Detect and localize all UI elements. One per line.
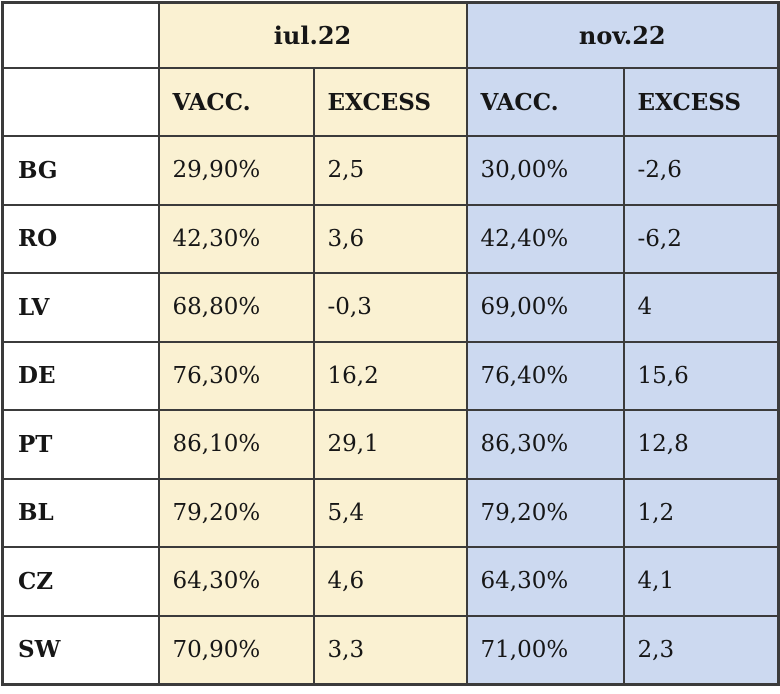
row-header-country: LV <box>1 272 160 343</box>
cell-iul-excess: 3,3 <box>312 614 468 686</box>
cell-nov-vacc: 76,40% <box>465 340 625 411</box>
table-row-bg: BG 29,90% 2,5 30,00% -2,6 <box>1 135 780 206</box>
cell-nov-vacc: 71,00% <box>465 614 625 686</box>
cell-nov-excess: 2,3 <box>622 614 780 686</box>
corner-empty-cell-top <box>1 1 160 69</box>
cell-nov-vacc: 64,30% <box>465 546 625 617</box>
cell-iul-vacc: 42,30% <box>157 203 315 274</box>
cell-nov-excess: -6,2 <box>622 203 780 274</box>
cell-nov-vacc: 86,30% <box>465 409 625 480</box>
cell-iul-excess: 2,5 <box>312 135 468 206</box>
cell-nov-excess: 12,8 <box>622 409 780 480</box>
cell-iul-excess: 4,6 <box>312 546 468 617</box>
table-row-bl: BL 79,20% 5,4 79,20% 1,2 <box>1 477 780 548</box>
group-header-row: iul.22 nov.22 <box>1 1 780 69</box>
cell-iul-excess: 3,6 <box>312 203 468 274</box>
column-header-iul-excess: EXCESS <box>312 67 468 137</box>
cell-iul-vacc: 68,80% <box>157 272 315 343</box>
column-header-nov-excess: EXCESS <box>622 67 780 137</box>
cell-iul-excess: 5,4 <box>312 477 468 548</box>
cell-iul-vacc: 64,30% <box>157 546 315 617</box>
table-row-cz: CZ 64,30% 4,6 64,30% 4,1 <box>1 546 780 617</box>
row-header-country: PT <box>1 409 160 480</box>
cell-nov-vacc: 79,20% <box>465 477 625 548</box>
cell-nov-vacc: 69,00% <box>465 272 625 343</box>
cell-iul-vacc: 29,90% <box>157 135 315 206</box>
sub-header-row: VACC. EXCESS VACC. EXCESS <box>1 67 780 137</box>
row-header-country: DE <box>1 340 160 411</box>
cell-nov-excess: 4,1 <box>622 546 780 617</box>
cell-iul-vacc: 86,10% <box>157 409 315 480</box>
cell-iul-excess: 16,2 <box>312 340 468 411</box>
cell-nov-excess: 1,2 <box>622 477 780 548</box>
column-header-iul-vacc: VACC. <box>157 67 315 137</box>
table-row-sw: SW 70,90% 3,3 71,00% 2,3 <box>1 614 780 686</box>
table-row-lv: LV 68,80% -0,3 69,00% 4 <box>1 272 780 343</box>
cell-nov-vacc: 42,40% <box>465 203 625 274</box>
cell-nov-excess: 15,6 <box>622 340 780 411</box>
column-header-nov-vacc: VACC. <box>465 67 625 137</box>
corner-empty-cell-sub <box>1 67 160 137</box>
row-header-country: RO <box>1 203 160 274</box>
table-row-pt: PT 86,10% 29,1 86,30% 12,8 <box>1 409 780 480</box>
cell-iul-vacc: 76,30% <box>157 340 315 411</box>
table-row-de: DE 76,30% 16,2 76,40% 15,6 <box>1 340 780 411</box>
row-header-country: BL <box>1 477 160 548</box>
row-header-country: CZ <box>1 546 160 617</box>
cell-iul-vacc: 79,20% <box>157 477 315 548</box>
cell-iul-vacc: 70,90% <box>157 614 315 686</box>
row-header-country: BG <box>1 135 160 206</box>
cell-nov-excess: -2,6 <box>622 135 780 206</box>
cell-iul-excess: -0,3 <box>312 272 468 343</box>
cell-iul-excess: 29,1 <box>312 409 468 480</box>
cell-nov-vacc: 30,00% <box>465 135 625 206</box>
column-group-nov22: nov.22 <box>465 1 780 69</box>
column-group-iul22: iul.22 <box>157 1 468 69</box>
cell-nov-excess: 4 <box>622 272 780 343</box>
row-header-country: SW <box>1 614 160 686</box>
table-row-ro: RO 42,30% 3,6 42,40% -6,2 <box>1 203 780 274</box>
